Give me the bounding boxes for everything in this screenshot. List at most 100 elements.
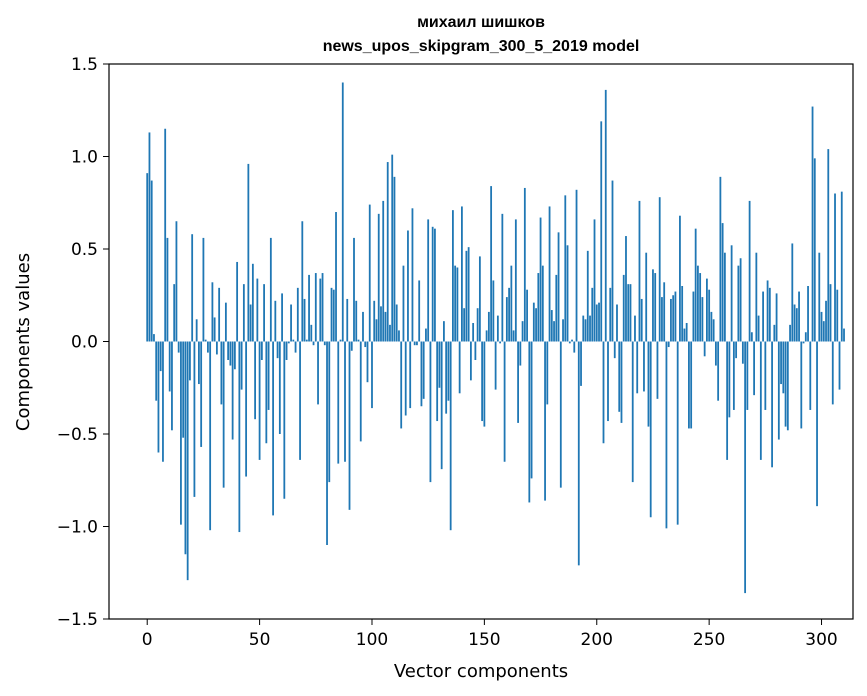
bar <box>771 341 773 468</box>
bar <box>492 280 495 342</box>
bar <box>366 341 369 383</box>
bar <box>198 341 200 385</box>
bar <box>791 243 794 342</box>
y-axis-ticks: −1.5 −1.0 −0.5 0.0 0.5 1.0 1.5 <box>57 55 109 630</box>
bar <box>483 341 486 427</box>
bar <box>539 217 542 342</box>
bar <box>816 341 818 507</box>
bar <box>177 341 180 353</box>
bar <box>422 341 425 399</box>
bar <box>548 206 551 342</box>
bar <box>494 341 497 390</box>
bar <box>550 310 553 342</box>
bar <box>171 341 173 431</box>
bar <box>463 308 466 342</box>
bar <box>328 341 331 483</box>
bar <box>319 278 322 342</box>
bar <box>251 263 254 342</box>
bar <box>580 341 582 386</box>
bar <box>472 323 475 342</box>
bar <box>222 341 225 488</box>
y-axis-label: Components values <box>13 253 34 431</box>
bar <box>393 176 396 342</box>
bar <box>714 341 717 366</box>
bar <box>191 234 194 342</box>
bar <box>348 341 351 510</box>
bar <box>807 286 809 342</box>
bar <box>382 200 385 342</box>
bar <box>377 213 380 342</box>
bar <box>182 341 185 438</box>
bar <box>146 173 149 342</box>
bar <box>622 274 625 342</box>
bar <box>732 341 735 410</box>
bar <box>373 300 376 342</box>
bar <box>456 267 459 342</box>
bar <box>240 341 243 390</box>
bar <box>768 287 771 342</box>
bar <box>380 306 382 342</box>
bar <box>505 297 508 342</box>
bar <box>629 284 632 342</box>
bar <box>180 341 182 525</box>
bar <box>238 341 241 533</box>
bar <box>476 308 479 342</box>
bar <box>303 298 306 342</box>
bar <box>461 206 463 342</box>
bar <box>249 304 252 342</box>
bar <box>272 341 274 516</box>
bar <box>658 197 661 342</box>
bar <box>359 341 362 442</box>
bar <box>652 269 654 342</box>
bar <box>485 330 488 342</box>
bar <box>575 189 578 342</box>
bar <box>537 273 540 342</box>
bar <box>840 191 843 342</box>
bar <box>802 341 805 344</box>
bar <box>568 341 571 344</box>
bar <box>425 328 427 342</box>
bar <box>508 287 510 342</box>
bar <box>591 287 594 342</box>
bar <box>564 195 567 342</box>
bar <box>611 180 614 342</box>
bar <box>827 149 830 342</box>
bar <box>676 341 679 525</box>
bar <box>294 341 297 353</box>
bar <box>321 273 324 342</box>
bar <box>757 315 760 342</box>
bar <box>314 273 317 342</box>
chart-title-line-2: news_upos_skipgram_300_5_2019 model <box>323 38 640 55</box>
bar <box>265 341 268 444</box>
bar <box>236 261 239 342</box>
bar <box>287 341 290 344</box>
bar <box>202 237 205 342</box>
bar <box>305 339 308 342</box>
bar <box>299 341 301 460</box>
y-tick-label: −1.0 <box>57 518 98 538</box>
bar <box>312 341 315 346</box>
bar <box>829 284 832 342</box>
bar <box>602 341 605 444</box>
bar <box>341 82 344 342</box>
bar <box>496 315 499 342</box>
bar <box>717 341 720 401</box>
bar <box>613 341 616 359</box>
bar <box>685 323 688 342</box>
bar <box>719 176 722 342</box>
bar <box>499 341 502 344</box>
bar <box>726 341 729 460</box>
bar <box>454 265 457 342</box>
bar <box>694 228 697 342</box>
bar <box>836 289 839 342</box>
bar <box>553 321 555 342</box>
bar <box>800 341 803 429</box>
bar <box>631 341 634 483</box>
bar <box>755 252 758 342</box>
bar <box>168 341 171 392</box>
bar <box>712 319 715 342</box>
bar <box>665 341 668 529</box>
bar <box>353 237 355 342</box>
bar <box>301 221 304 342</box>
